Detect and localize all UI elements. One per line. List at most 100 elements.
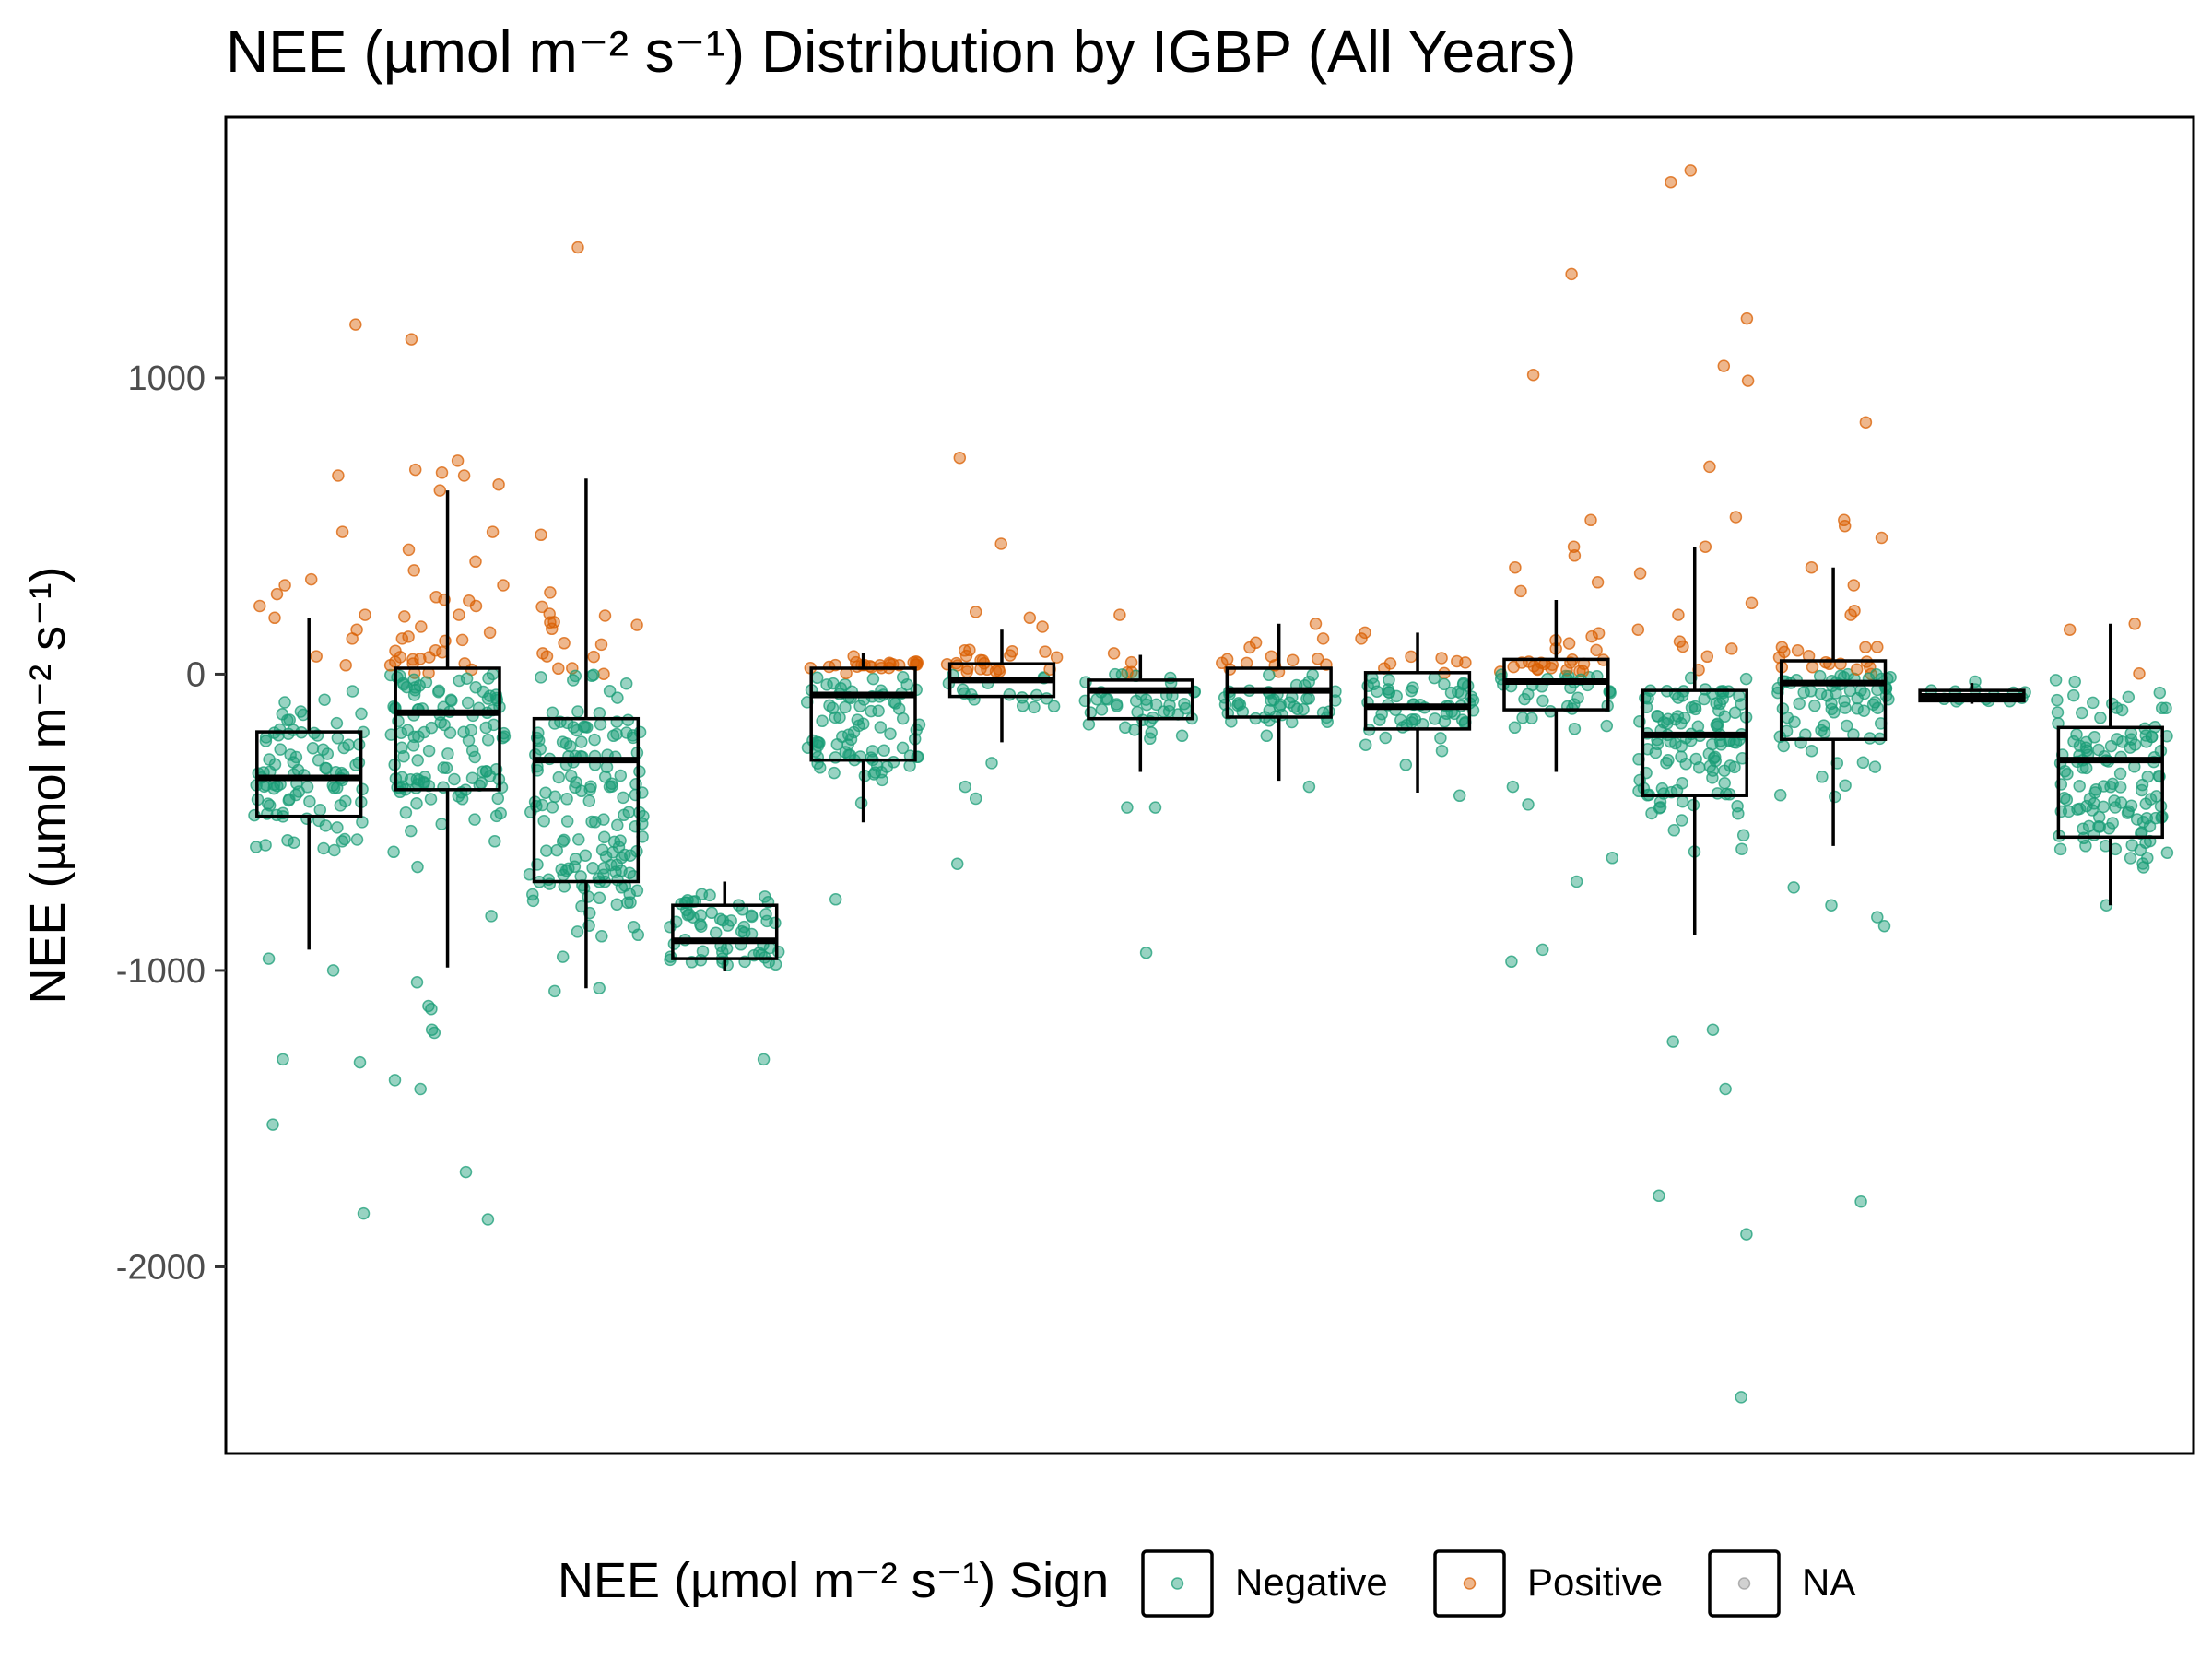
positive-point [469, 599, 483, 613]
negative-point [271, 780, 284, 793]
negative-point [411, 860, 424, 874]
positive-point [1562, 637, 1576, 650]
negative-point [1830, 687, 1842, 700]
negative-point [552, 771, 566, 784]
negative-point [412, 730, 425, 743]
box-group [800, 650, 926, 906]
negative-point [448, 772, 461, 786]
point-cloud [2049, 618, 2174, 912]
negative-point [1688, 702, 1702, 716]
negative-point [300, 781, 314, 794]
negative-point [887, 756, 900, 769]
positive-point [850, 655, 863, 669]
positive-point [963, 643, 976, 657]
negative-point [559, 736, 573, 750]
negative-point [353, 1055, 367, 1069]
positive-point [394, 651, 407, 664]
negative-point [1399, 759, 1413, 771]
negative-point [1382, 683, 1394, 696]
box-group [1918, 675, 2031, 708]
positive-point [960, 665, 973, 678]
positive-point [1847, 579, 1861, 592]
negative-point [828, 766, 841, 780]
negative-point [746, 910, 759, 924]
negative-point [550, 843, 563, 857]
negative-point [1857, 704, 1871, 717]
negative-point [1145, 726, 1158, 739]
negative-point [1706, 1023, 1720, 1036]
negative-point [263, 799, 276, 812]
positive-point [451, 454, 465, 467]
positive-point [1791, 644, 1805, 657]
legend-items: Negative Positive NA [1141, 1549, 1855, 1618]
legend-title: NEE (µmol m⁻² s⁻¹) Sign [558, 1553, 1109, 1608]
negative-point [331, 732, 345, 745]
positive-point [346, 632, 359, 645]
positive-point [1699, 540, 1712, 553]
negative-point [1736, 829, 1750, 842]
negative-point [2088, 786, 2101, 799]
negative-point [2068, 675, 2081, 688]
negative-point [1095, 703, 1109, 716]
negative-point [597, 830, 611, 844]
negative-point [2159, 701, 2172, 715]
negative-point [624, 896, 637, 909]
positive-point [1875, 531, 1888, 545]
positive-point [1216, 656, 1229, 670]
negative-point [548, 984, 561, 998]
positive-point [1859, 641, 1872, 653]
negative-point [586, 862, 599, 875]
positive-point [1286, 653, 1300, 666]
negative-point [313, 804, 327, 817]
negative-point [1508, 721, 1522, 735]
negative-point [1735, 1391, 1747, 1404]
negative-point [1851, 702, 1864, 715]
positive-point [1113, 608, 1126, 621]
negative-point [1825, 899, 1838, 912]
negative-point [2122, 690, 2136, 704]
negative-point [1379, 731, 1392, 745]
negative-point [262, 952, 276, 965]
negative-point [866, 672, 880, 686]
negative-point [425, 1002, 438, 1016]
negative-point [317, 841, 330, 855]
negative-point [579, 849, 592, 862]
negative-point [572, 833, 585, 846]
iqr-box [532, 716, 641, 884]
positive-point [1507, 660, 1520, 674]
negative-point [858, 769, 872, 782]
negative-point [618, 848, 631, 862]
negative-point [287, 724, 300, 736]
negative-point [1139, 946, 1153, 959]
positive-point [406, 653, 419, 666]
negative-point [488, 835, 501, 848]
negative-point [877, 744, 890, 757]
negative-point [468, 750, 481, 764]
legend-label: Positive [1527, 1560, 1663, 1604]
box-group [1078, 608, 1202, 959]
negative-point [1522, 798, 1535, 811]
positive-point [398, 610, 411, 623]
negative-point [263, 753, 276, 766]
negative-point [1805, 744, 1818, 758]
negative-point [1675, 814, 1688, 827]
negative-point [1834, 669, 1847, 682]
negative-point [346, 685, 359, 698]
negative-point [1110, 698, 1124, 711]
negative-point [735, 924, 748, 938]
negative-point [2070, 728, 2083, 741]
negative-point [535, 671, 547, 684]
positive-point [1509, 560, 1522, 574]
plot-layer [248, 164, 2174, 1404]
negative-point [571, 925, 584, 938]
box-group [523, 241, 650, 998]
negative-point [557, 868, 570, 882]
positive-point [1355, 632, 1368, 645]
negative-point [810, 735, 824, 748]
positive-point [268, 611, 281, 625]
negative-point [2144, 793, 2158, 806]
negative-point [1536, 694, 1549, 708]
positive-point [1590, 643, 1603, 657]
negative-point [2086, 804, 2099, 817]
negative-point [829, 893, 842, 906]
